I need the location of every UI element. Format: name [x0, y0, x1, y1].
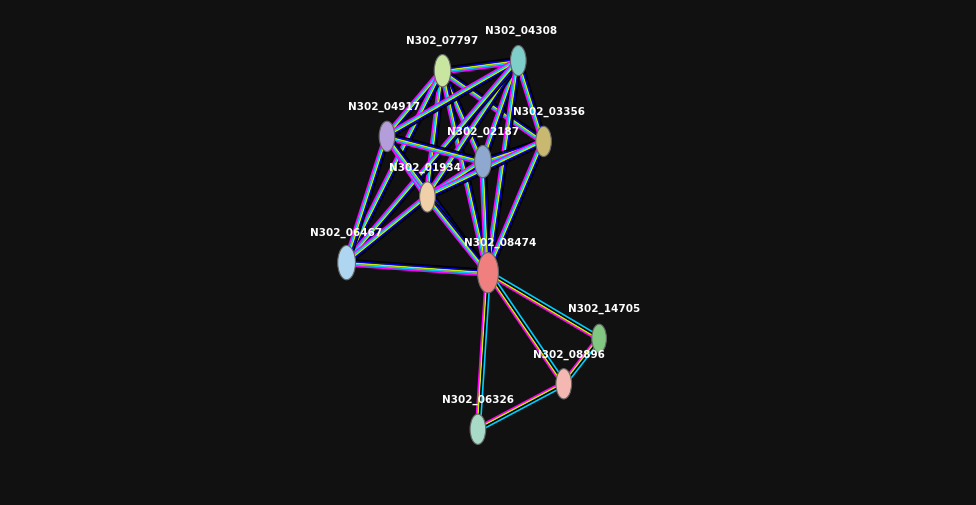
Text: N302_03356: N302_03356 — [512, 107, 585, 117]
Ellipse shape — [477, 252, 499, 293]
Ellipse shape — [510, 45, 526, 76]
Ellipse shape — [420, 182, 435, 212]
Ellipse shape — [434, 55, 451, 87]
Text: N302_04308: N302_04308 — [485, 26, 557, 36]
Ellipse shape — [536, 126, 551, 157]
Text: N302_08474: N302_08474 — [465, 238, 537, 248]
Ellipse shape — [338, 245, 355, 280]
Ellipse shape — [379, 121, 395, 152]
Text: N302_07797: N302_07797 — [406, 36, 478, 46]
Ellipse shape — [556, 369, 572, 399]
Text: N302_08896: N302_08896 — [533, 349, 605, 360]
Text: N302_04917: N302_04917 — [348, 102, 421, 112]
Text: N302_01934: N302_01934 — [388, 163, 461, 173]
Ellipse shape — [470, 414, 486, 444]
Text: N302_02187: N302_02187 — [447, 127, 519, 137]
Ellipse shape — [591, 324, 606, 352]
Text: N302_14705: N302_14705 — [568, 304, 640, 314]
Text: N302_06326: N302_06326 — [442, 395, 514, 405]
Ellipse shape — [474, 145, 491, 178]
Text: N302_06467: N302_06467 — [310, 228, 383, 238]
